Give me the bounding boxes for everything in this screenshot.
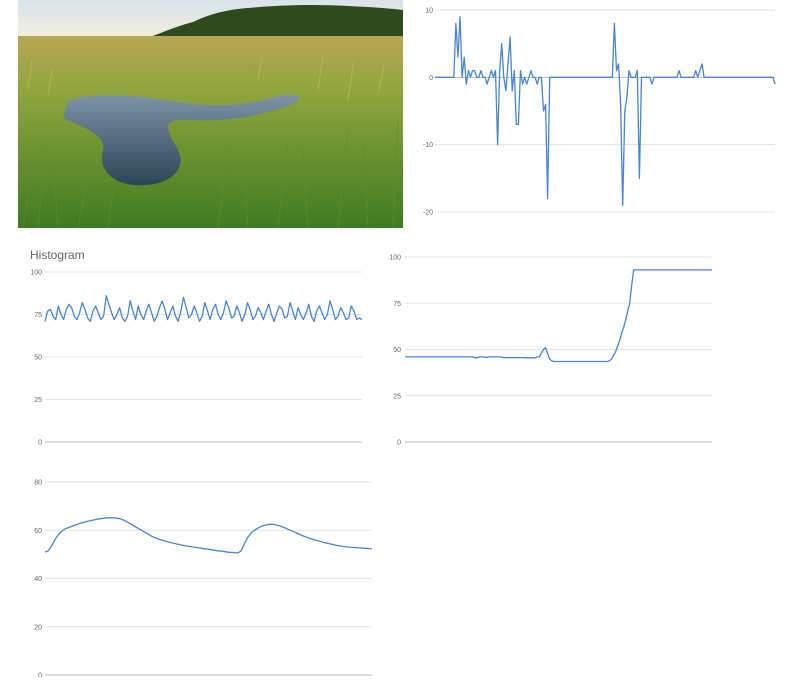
y-tick-label: 100: [389, 255, 401, 262]
y-tick-label: 40: [34, 576, 42, 583]
marsh-grass: [18, 36, 403, 228]
y-tick-label: 0: [38, 673, 42, 678]
y-tick-label: 25: [393, 393, 401, 400]
y-tick-label: -10: [423, 142, 433, 149]
y-tick-label: 60: [34, 528, 42, 535]
chart-top-right-svg: 10 0 -10 -20: [423, 8, 776, 217]
water-pool: [63, 94, 299, 186]
series-line: [44, 295, 363, 322]
y-tick-label: 50: [393, 347, 401, 354]
chart-bottom-left-svg: 80 60 40 20 0: [34, 480, 373, 680]
y-tick-label: 75: [34, 312, 42, 319]
series-line: [435, 16, 776, 206]
y-tick-label: 50: [34, 355, 42, 362]
tree-line: [148, 4, 403, 46]
y-tick-label: 75: [393, 301, 401, 308]
y-tick-label: 80: [34, 480, 42, 487]
salt-marsh-photo: [18, 0, 403, 228]
y-tick-label: 100: [30, 270, 42, 277]
y-tick-label: 10: [425, 8, 433, 15]
series-line: [405, 269, 712, 363]
salt-marsh-photo-svg: [18, 0, 403, 228]
y-tick-label: 20: [34, 624, 42, 631]
chart-bottom-left: 80 60 40 20 0: [0, 470, 385, 680]
chart-middle-right: 100 75 50 25 0: [385, 242, 725, 452]
y-tick-label: 0: [38, 440, 42, 447]
chart-top-right: 10 0 -10 -20: [405, 0, 800, 228]
chart-middle-right-svg: 100 75 50 25 0: [389, 255, 712, 447]
y-tick-label: -20: [423, 210, 433, 217]
y-tick-label: 25: [34, 397, 42, 404]
y-tick-label: 0: [429, 75, 433, 82]
series-line: [44, 517, 373, 554]
grass-highlights: [27, 54, 385, 101]
y-tick-label: 0: [397, 440, 401, 447]
chart-histogram-svg: Histogram 100 75 50 25 0: [30, 248, 363, 447]
chart-histogram: Histogram 100 75 50 25 0: [0, 242, 385, 452]
chart-title: Histogram: [30, 248, 85, 262]
grass-blades: [22, 119, 399, 228]
